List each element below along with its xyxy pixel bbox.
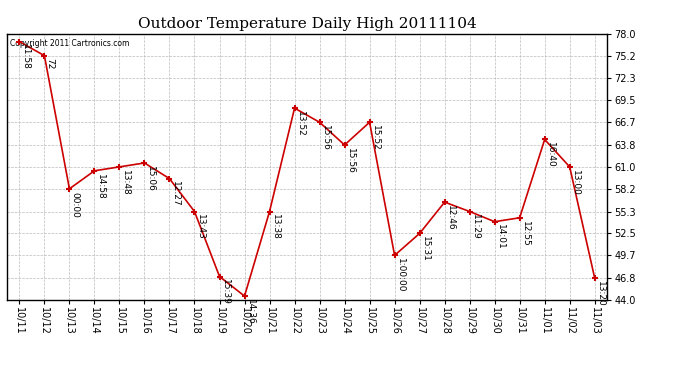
Text: 13:00: 13:00 [571, 170, 580, 195]
Text: 72: 72 [46, 58, 55, 70]
Text: 11:29: 11:29 [471, 214, 480, 240]
Text: 11:58: 11:58 [21, 44, 30, 70]
Title: Outdoor Temperature Daily High 20111104: Outdoor Temperature Daily High 20111104 [138, 17, 476, 31]
Text: 13:48: 13:48 [121, 170, 130, 195]
Text: 13:52: 13:52 [295, 111, 304, 136]
Text: 13:38: 13:38 [270, 214, 279, 240]
Text: 12:46: 12:46 [446, 205, 455, 231]
Text: 15:52: 15:52 [371, 125, 380, 151]
Text: 13:43: 13:43 [195, 214, 204, 240]
Text: 15:31: 15:31 [421, 236, 430, 262]
Text: 14:01: 14:01 [495, 225, 504, 250]
Text: 16:40: 16:40 [546, 142, 555, 168]
Text: 15:56: 15:56 [346, 148, 355, 174]
Text: 14:58: 14:58 [95, 174, 104, 200]
Text: 15:06: 15:06 [146, 166, 155, 192]
Text: 15:39: 15:39 [221, 279, 230, 305]
Text: 14:36: 14:36 [246, 299, 255, 325]
Text: 13:20: 13:20 [595, 281, 604, 307]
Text: 15:56: 15:56 [321, 125, 330, 151]
Text: 1:00:00: 1:00:00 [395, 258, 404, 292]
Text: 00:00: 00:00 [70, 192, 79, 217]
Text: 12:55: 12:55 [521, 220, 530, 246]
Text: 12:27: 12:27 [170, 182, 179, 207]
Text: Copyright 2011 Cartronics.com: Copyright 2011 Cartronics.com [10, 39, 129, 48]
